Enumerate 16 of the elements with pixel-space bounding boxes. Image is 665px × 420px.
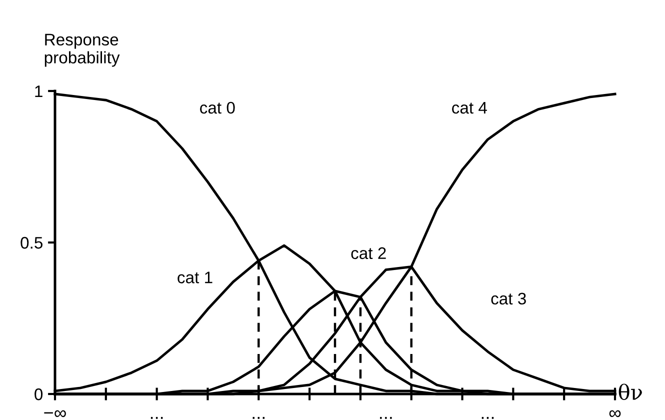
- annotation: cat 3: [491, 292, 526, 305]
- x-tick-label: ...: [150, 416, 163, 419]
- annotation: cat 1: [178, 272, 212, 284]
- x-axis-title: θν: [618, 384, 642, 400]
- x-tick-label: ∞: [609, 410, 621, 418]
- annotation: cat 4: [452, 102, 487, 114]
- annotation: cat 0: [200, 102, 235, 114]
- y-tick-label: 0: [34, 388, 43, 400]
- x-tick-label: ...: [482, 416, 494, 419]
- x-tick-label: ...: [252, 416, 265, 419]
- y-tick-label: 0.5: [20, 236, 42, 249]
- annotation: cat 2: [351, 247, 386, 260]
- x-tick-label: ...: [380, 416, 392, 419]
- y-tick-label: 1: [35, 86, 42, 98]
- y-axis-title: Response probability: [44, 34, 120, 67]
- x-tick-label: −∞: [44, 410, 66, 418]
